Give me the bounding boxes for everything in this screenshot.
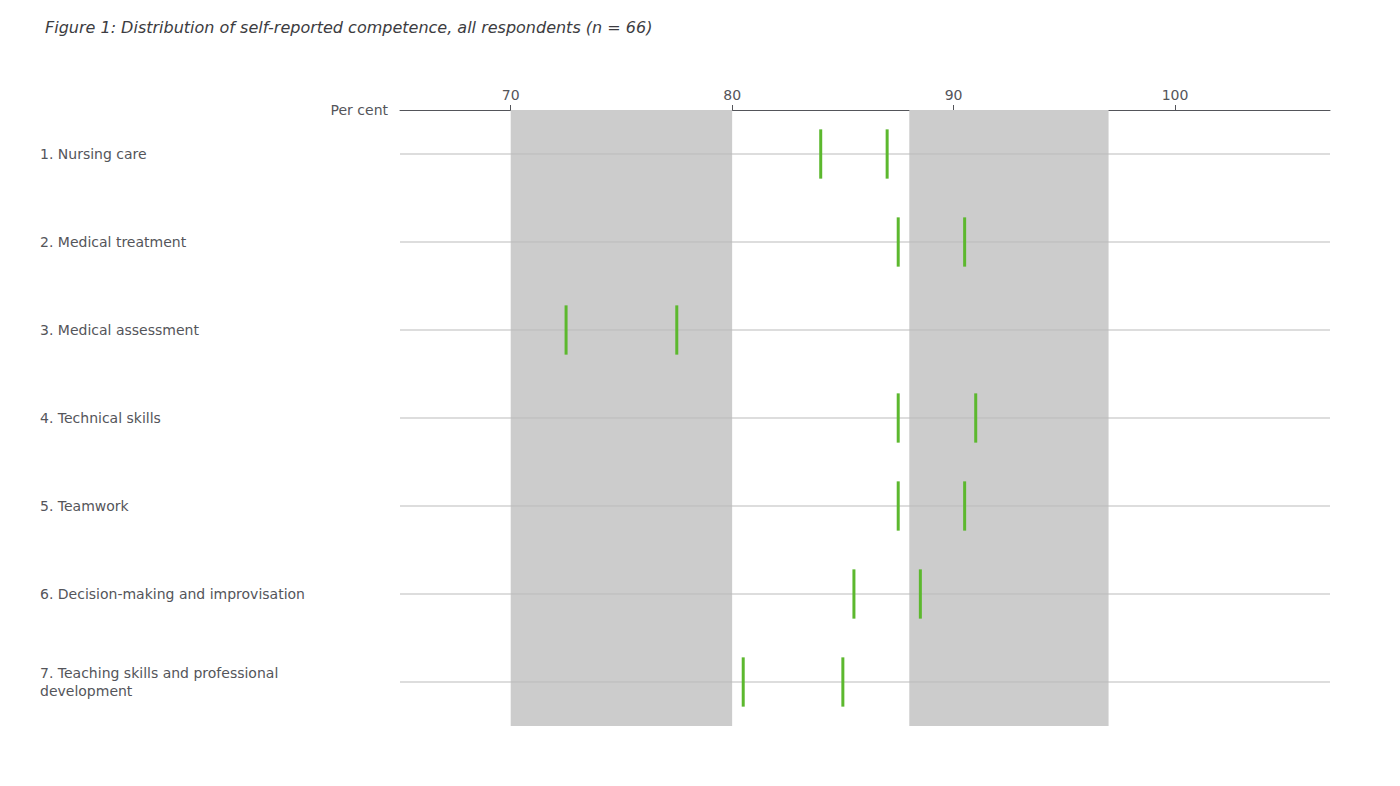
svg-text:development: development [40, 683, 133, 699]
svg-text:Figure 1: Distribution of self: Figure 1: Distribution of self-reported … [45, 18, 652, 37]
svg-text:1. Nursing care: 1. Nursing care [40, 146, 147, 162]
svg-text:7. Teaching skills and profess: 7. Teaching skills and professional [40, 665, 278, 681]
svg-text:5. Teamwork: 5. Teamwork [40, 498, 130, 514]
svg-text:6. Decision-making and improvi: 6. Decision-making and improvisation [40, 586, 305, 602]
svg-text:Per cent: Per cent [331, 102, 389, 118]
svg-text:80: 80 [723, 87, 741, 103]
svg-text:100: 100 [1162, 87, 1189, 103]
svg-text:3. Medical assessment: 3. Medical assessment [40, 322, 199, 338]
svg-text:4. Technical skills: 4. Technical skills [40, 410, 161, 426]
svg-text:90: 90 [945, 87, 963, 103]
svg-text:2. Medical treatment: 2. Medical treatment [40, 234, 187, 250]
svg-text:70: 70 [502, 87, 520, 103]
